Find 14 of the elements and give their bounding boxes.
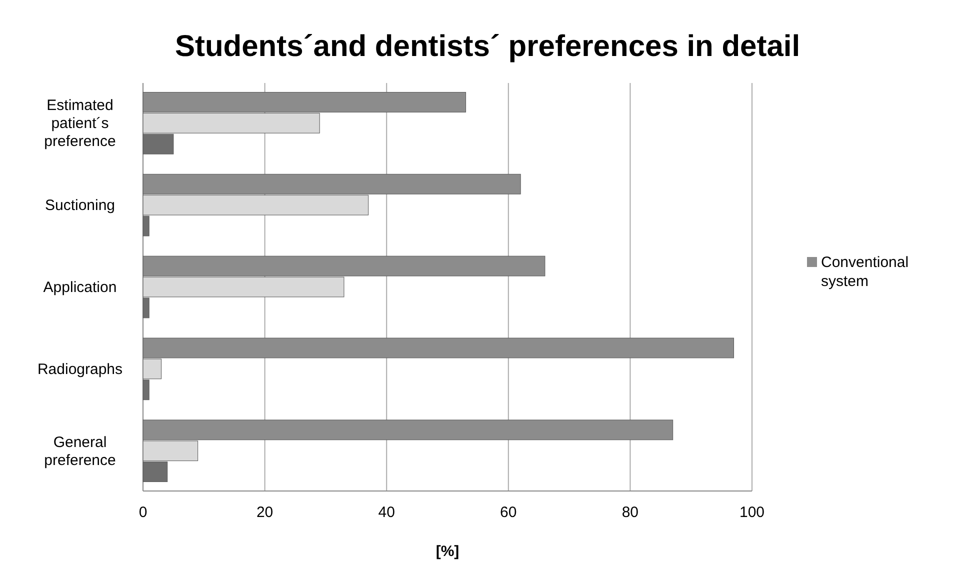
- chart-title: Students´and dentists´ preferences in detail: [174, 30, 800, 63]
- legend-label: Conventional system: [821, 254, 909, 290]
- x-tick-label: 100: [739, 504, 765, 521]
- x-tick-label: 60: [500, 504, 517, 521]
- y-tick-label: Radiographs: [37, 360, 123, 378]
- y-tick-label: Estimated patient´s preference: [44, 97, 116, 150]
- x-tick-label: 0: [138, 504, 148, 521]
- y-tick-label: General preference: [44, 434, 116, 469]
- y-tick-label: Application: [43, 279, 117, 296]
- x-axis-title: [%]: [436, 543, 460, 560]
- x-tick-label: 40: [378, 504, 395, 521]
- y-tick-label: Suctioning: [44, 197, 116, 214]
- x-tick-label: 20: [256, 504, 274, 521]
- x-tick-label: 80: [622, 504, 639, 521]
